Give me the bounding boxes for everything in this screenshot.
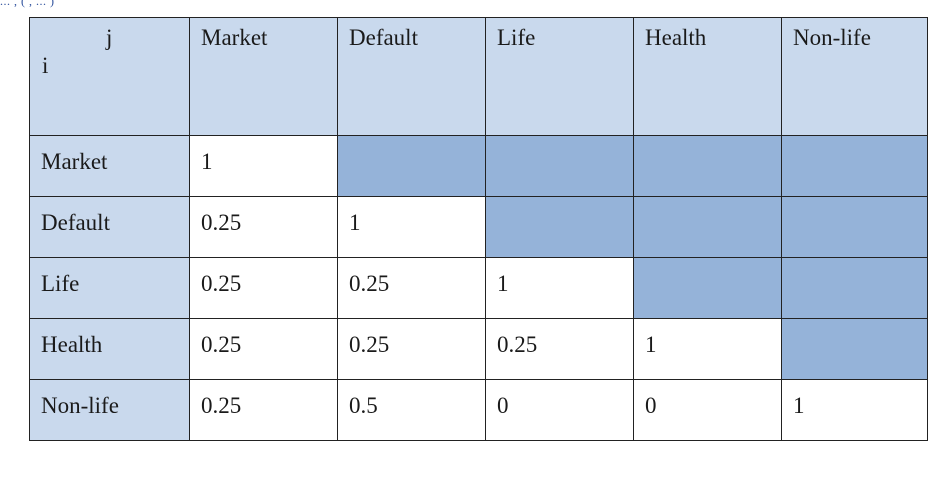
table-cell: 1 — [485, 257, 634, 319]
table-cell: 0.25 — [189, 318, 338, 380]
shaded-cell — [781, 257, 928, 319]
column-header: Life — [485, 17, 634, 136]
table-cell: 0.25 — [189, 379, 338, 441]
column-index-label: j — [106, 25, 113, 50]
table-cell: 1 — [781, 379, 928, 441]
row-header: Market — [29, 135, 190, 197]
shaded-cell — [633, 135, 782, 197]
cropped-caption-text: ... , ( , ... ) — [0, 0, 55, 8]
shaded-cell — [781, 135, 928, 197]
table-row: Health 0.25 0.25 0.25 1 — [29, 318, 928, 380]
table-header-row: j i Market Default Life Health Non-life — [29, 17, 928, 136]
column-header: Health — [633, 17, 782, 136]
column-header: Default — [337, 17, 486, 136]
table-row: Default 0.25 1 — [29, 196, 928, 258]
table-cell: 0.25 — [189, 196, 338, 258]
column-header: Market — [189, 17, 338, 136]
shaded-cell — [633, 257, 782, 319]
shaded-cell — [485, 135, 634, 197]
row-header: Non-life — [29, 379, 190, 441]
table-cell: 1 — [189, 135, 338, 197]
table-cell: 0.25 — [337, 257, 486, 319]
table-cell: 0 — [633, 379, 782, 441]
shaded-cell — [485, 196, 634, 258]
shaded-cell — [781, 196, 928, 258]
shaded-cell — [781, 318, 928, 380]
shaded-cell — [633, 196, 782, 258]
table-cell: 1 — [633, 318, 782, 380]
table-cell: 1 — [337, 196, 486, 258]
row-index-label: i — [42, 53, 49, 78]
shaded-cell — [337, 135, 486, 197]
table-cell: 0.25 — [189, 257, 338, 319]
table-row: Market 1 — [29, 135, 928, 197]
correlation-matrix-table: j i Market Default Life Health Non-life … — [29, 17, 928, 441]
column-header: Non-life — [781, 17, 928, 136]
corner-cell: j i — [29, 17, 190, 136]
table-cell: 0.5 — [337, 379, 486, 441]
table-cell: 0 — [485, 379, 634, 441]
row-header: Health — [29, 318, 190, 380]
row-header: Life — [29, 257, 190, 319]
table-row: Non-life 0.25 0.5 0 0 1 — [29, 379, 928, 441]
table-row: Life 0.25 0.25 1 — [29, 257, 928, 319]
row-header: Default — [29, 196, 190, 258]
table-cell: 0.25 — [485, 318, 634, 380]
table-cell: 0.25 — [337, 318, 486, 380]
